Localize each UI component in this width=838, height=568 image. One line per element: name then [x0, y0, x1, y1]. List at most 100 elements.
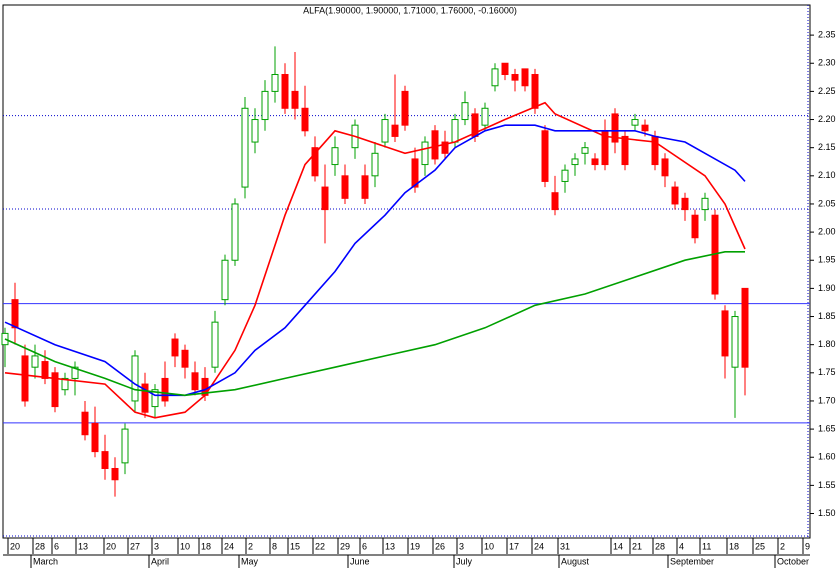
candle-body	[521, 68, 529, 87]
y-tick-label: 1.50	[818, 508, 836, 518]
candle-body	[311, 147, 319, 177]
candle-body	[271, 74, 279, 92]
y-tick-label: 2.30	[818, 58, 836, 68]
x-tick-label: 10	[484, 541, 494, 551]
candle-body	[221, 259, 229, 301]
candle-body	[211, 321, 219, 368]
x-tick-label: 14	[613, 541, 623, 551]
candle-body	[281, 74, 289, 109]
x-tick-label: 17	[509, 541, 519, 551]
x-tick-label: 18	[729, 541, 739, 551]
candle-body	[511, 74, 519, 81]
candle-body	[71, 366, 79, 379]
candle-body	[21, 355, 29, 402]
x-tick-label: 24	[224, 541, 234, 551]
x-tick-label: 28	[655, 541, 665, 551]
y-tick-label: 1.75	[818, 367, 836, 377]
candle-body	[541, 130, 549, 182]
y-tick-label: 2.35	[818, 29, 836, 39]
x-tick-label: 10	[180, 541, 190, 551]
candle-body	[451, 119, 459, 143]
candle-body	[501, 62, 509, 76]
candle-body	[341, 175, 349, 199]
candle-body	[411, 158, 419, 188]
candle-body	[621, 135, 629, 166]
month-label: September	[670, 556, 714, 566]
y-tick-label: 2.10	[818, 170, 836, 180]
candle-body	[141, 383, 149, 413]
x-tick-label: 2	[248, 541, 253, 551]
candle-body	[491, 68, 499, 87]
x-tick-label: 3	[154, 541, 159, 551]
candle-body	[421, 141, 429, 166]
candle-body	[371, 152, 379, 177]
x-tick-label: 4	[679, 541, 684, 551]
month-label: October	[777, 556, 809, 566]
candle-body	[251, 119, 259, 143]
chart-title: ALFA(1.90000, 1.90000, 1.71000, 1.76000,…	[303, 5, 517, 15]
month-label: April	[151, 556, 169, 566]
candle-body	[331, 147, 339, 166]
candle-body	[581, 147, 589, 154]
x-tick-label: 22	[315, 541, 325, 551]
x-tick-label: 28	[35, 541, 45, 551]
candle-body	[731, 316, 739, 368]
candle-body	[741, 287, 749, 368]
candle-body	[321, 186, 329, 211]
x-tick-label: 27	[130, 541, 140, 551]
candle-body	[431, 130, 439, 160]
candle-body	[671, 186, 679, 205]
candle-body	[651, 135, 659, 166]
x-tick-label: 18	[201, 541, 211, 551]
candle-body	[11, 299, 19, 329]
y-tick-label: 1.70	[818, 395, 836, 405]
candle-body	[61, 377, 69, 391]
x-tick-label: 26	[435, 541, 445, 551]
candle-body	[51, 372, 59, 408]
x-tick-label: 20	[10, 541, 20, 551]
x-tick-label: 6	[54, 541, 59, 551]
x-tick-label: 13	[385, 541, 395, 551]
candle-body	[571, 158, 579, 166]
candle-body	[461, 102, 469, 121]
x-tick-label: 9	[805, 541, 810, 551]
candle-body	[361, 175, 369, 199]
y-tick-label: 1.60	[818, 452, 836, 462]
candle-body	[641, 124, 649, 132]
candle-body	[291, 90, 299, 109]
candle-body	[161, 377, 169, 402]
x-tick-label: 31	[560, 541, 570, 551]
candle-body	[721, 310, 729, 357]
candle-body	[121, 428, 129, 464]
y-tick-label: 2.05	[818, 198, 836, 208]
candle-body	[561, 169, 569, 182]
y-tick-label: 1.80	[818, 339, 836, 349]
x-tick-label: 3	[459, 541, 464, 551]
y-tick-label: 2.15	[818, 142, 836, 152]
y-tick-label: 2.25	[818, 86, 836, 96]
x-tick-label: 8	[272, 541, 277, 551]
month-label: May	[241, 556, 259, 566]
y-tick-label: 2.00	[818, 226, 836, 236]
x-tick-label: 20	[106, 541, 116, 551]
candle-body	[151, 389, 159, 408]
candle-body	[31, 355, 39, 368]
y-tick-label: 1.95	[818, 255, 836, 265]
candle-body	[81, 411, 89, 436]
candle-body	[381, 119, 389, 143]
y-tick-label: 2.20	[818, 114, 836, 124]
candle-body	[101, 451, 109, 469]
candle-body	[301, 107, 309, 132]
moving-average	[4, 251, 745, 397]
candle-body	[681, 197, 689, 211]
candle-body	[171, 338, 179, 357]
candle-body	[391, 124, 399, 137]
candle-body	[531, 74, 539, 109]
y-tick-label: 1.55	[818, 480, 836, 490]
candle-body	[551, 192, 559, 211]
candle-body	[41, 361, 49, 379]
candle-body	[481, 107, 489, 126]
candle-body	[591, 158, 599, 166]
